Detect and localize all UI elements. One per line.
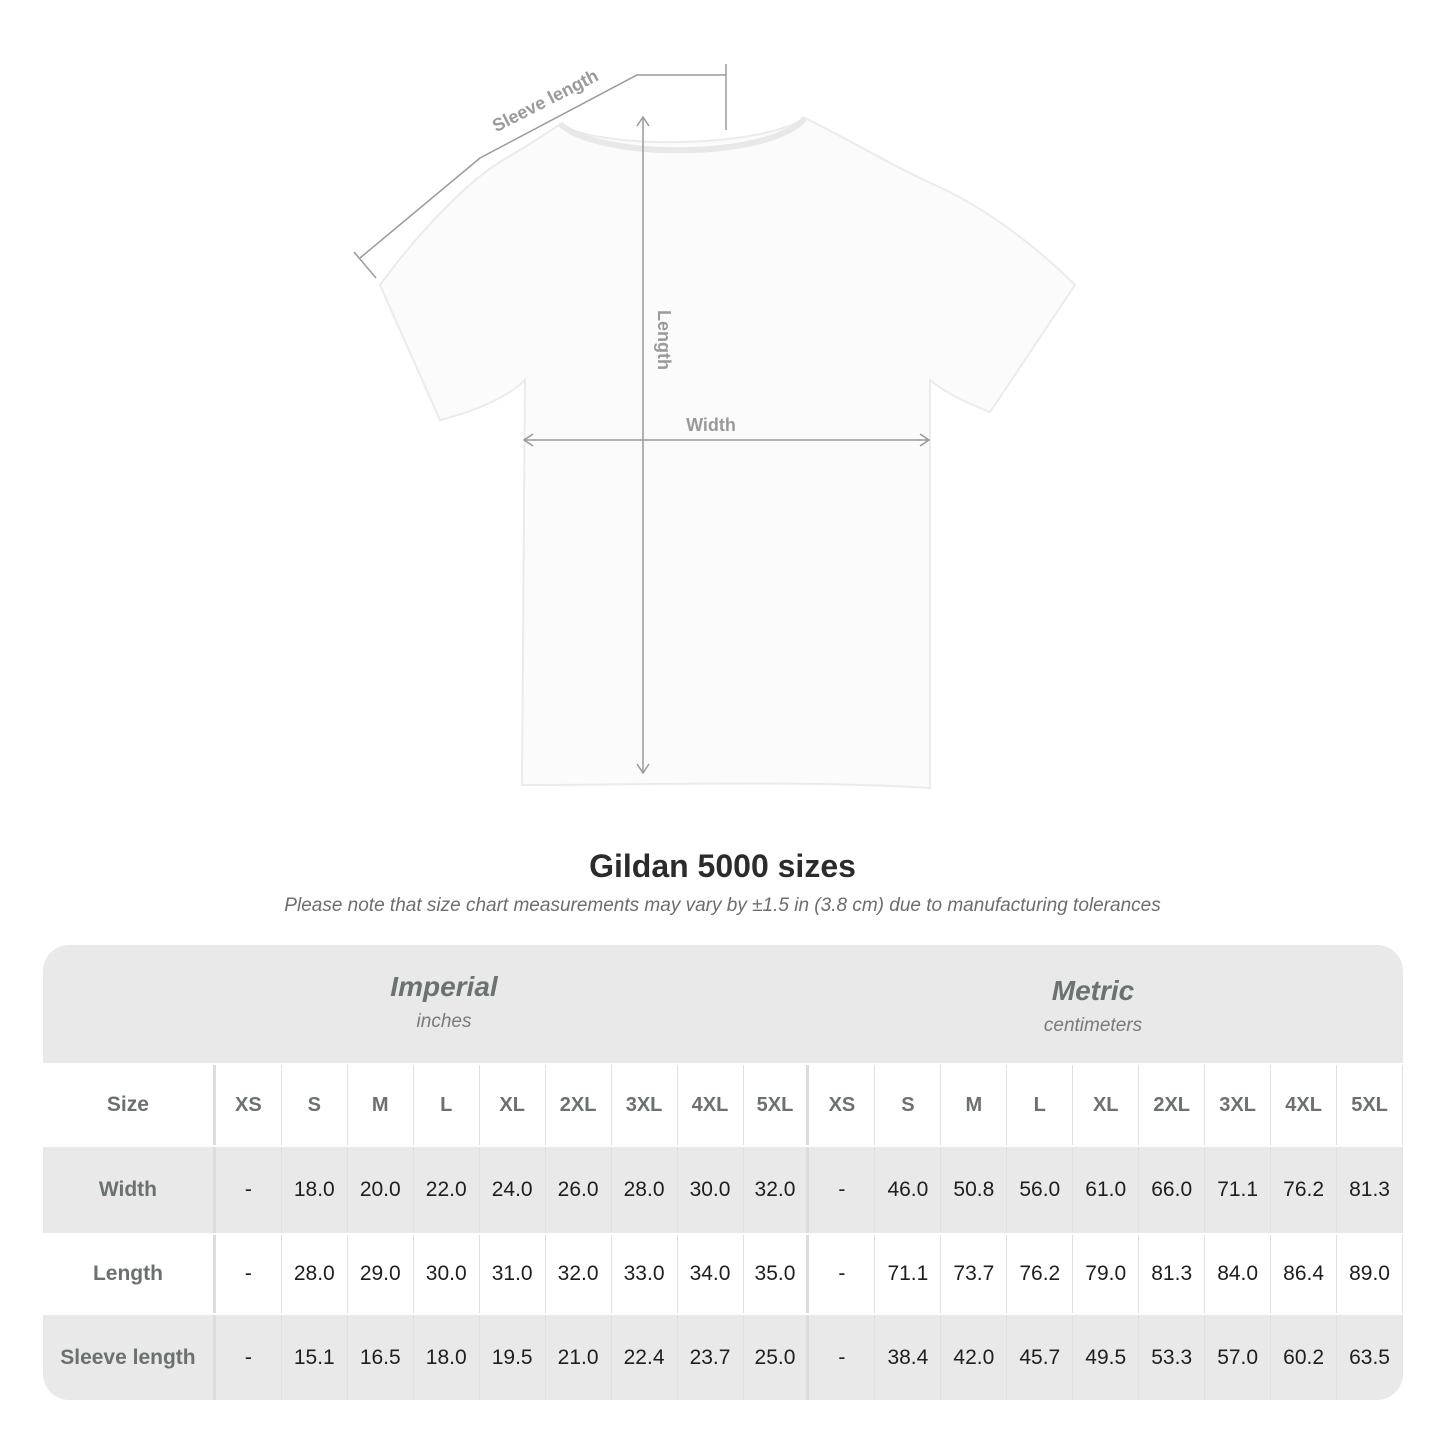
metric-size-5xl: 5XL — [1337, 1065, 1403, 1145]
metric-value-cell: - — [809, 1147, 876, 1233]
imperial-value-cell: 30.0 — [678, 1147, 744, 1233]
metric-value-cell: 57.0 — [1205, 1315, 1272, 1400]
chart-title: Gildan 5000 sizes — [589, 848, 856, 884]
imperial-size-s: S — [282, 1065, 348, 1145]
metric-size-xl: XL — [1073, 1065, 1140, 1145]
metric-value-cell: 71.1 — [875, 1235, 942, 1313]
collar — [557, 115, 808, 154]
imperial-size-4xl: 4XL — [678, 1065, 744, 1145]
row-label: Length — [43, 1235, 216, 1313]
metric-header: Metric centimeters — [893, 975, 1293, 1037]
imperial-value-cell: 16.5 — [348, 1315, 414, 1400]
imperial-size-3xl: 3XL — [612, 1065, 678, 1145]
imperial-value-cell: 18.0 — [414, 1315, 480, 1400]
imperial-size-m: M — [348, 1065, 414, 1145]
tolerance-note: Please note that size chart measurements… — [284, 895, 1161, 916]
imperial-value-cell: 30.0 — [414, 1235, 480, 1313]
metric-title: Metric — [1051, 975, 1135, 1006]
metric-value-cell: 79.0 — [1073, 1235, 1140, 1313]
table-row: Width -18.0 20.0 22.0 24.0 26.0 28.0 30.0 32.0-4… — [43, 1147, 1403, 1233]
metric-value-cell: 50.8 — [941, 1147, 1008, 1233]
imperial-title: Imperial — [390, 971, 498, 1002]
metric-value-cell: 49.5 — [1073, 1315, 1140, 1400]
metric-value-cell: - — [809, 1235, 876, 1313]
size-table: Imperial inches Metric centimeters Size X… — [43, 945, 1403, 1400]
imperial-value-cell: 28.0 — [612, 1147, 678, 1233]
imperial-size-xs: XS — [216, 1065, 282, 1145]
metric-value-cell: 56.0 — [1007, 1147, 1074, 1233]
metric-value-cell: 63.5 — [1337, 1315, 1403, 1400]
width-label: Width — [686, 415, 736, 435]
metric-value-cell: 53.3 — [1139, 1315, 1206, 1400]
imperial-size-5xl: 5XL — [744, 1065, 810, 1145]
imperial-value-cell: - — [216, 1315, 282, 1400]
size-header-row: Size XS S M L XL 2XL 3XL 4XL 5XL XS S M L XL 2XL 3XL 4XL 5… — [43, 1065, 1403, 1145]
table-row: Sleeve length -15.1 16.5 18.0 19.5 21.0 22.4 23… — [43, 1315, 1403, 1400]
metric-value-cell: 81.3 — [1139, 1235, 1206, 1313]
table-row: Length -28.0 29.0 30.0 31.0 32.0 33.0 34.0 35.0-… — [43, 1235, 1403, 1313]
metric-value-cell: 86.4 — [1271, 1235, 1338, 1313]
metric-value-cell: 76.2 — [1271, 1147, 1338, 1233]
imperial-value-cell: 22.4 — [612, 1315, 678, 1400]
metric-value-cell: 76.2 — [1007, 1235, 1074, 1313]
metric-value-cell: 42.0 — [941, 1315, 1008, 1400]
imperial-value-cell: 19.5 — [480, 1315, 546, 1400]
metric-size-m: M — [941, 1065, 1008, 1145]
metric-value-cell: - — [809, 1315, 876, 1400]
imperial-value-cell: 35.0 — [744, 1235, 810, 1313]
imperial-value-cell: 24.0 — [480, 1147, 546, 1233]
imperial-value-cell: - — [216, 1147, 282, 1233]
size-header-label: Size — [43, 1065, 216, 1145]
imperial-value-cell: 33.0 — [612, 1235, 678, 1313]
metric-value-cell: 45.7 — [1007, 1315, 1074, 1400]
tshirt-measurement-diagram: Sleeve length Length Width — [353, 64, 1077, 790]
imperial-value-cell: 32.0 — [744, 1147, 810, 1233]
imperial-size-xl: XL — [480, 1065, 546, 1145]
imperial-unit: inches — [416, 1011, 472, 1032]
metric-value-cell: 81.3 — [1337, 1147, 1403, 1233]
metric-value-cell: 84.0 — [1205, 1235, 1272, 1313]
imperial-size-2xl: 2XL — [546, 1065, 612, 1145]
imperial-value-cell: 28.0 — [282, 1235, 348, 1313]
row-label: Width — [43, 1147, 216, 1233]
imperial-header: Imperial inches — [244, 971, 644, 1033]
tshirt-image — [378, 116, 1077, 790]
metric-unit: centimeters — [1043, 1015, 1143, 1036]
imperial-value-cell: 34.0 — [678, 1235, 744, 1313]
imperial-value-cell: 23.7 — [678, 1315, 744, 1400]
metric-value-cell: 60.2 — [1271, 1315, 1338, 1400]
sleeve-measure-line — [359, 74, 726, 259]
imperial-value-cell: 18.0 — [282, 1147, 348, 1233]
metric-value-cell: 66.0 — [1139, 1147, 1206, 1233]
metric-value-cell: 61.0 — [1073, 1147, 1140, 1233]
imperial-size-l: L — [414, 1065, 480, 1145]
metric-value-cell: 89.0 — [1337, 1235, 1403, 1313]
imperial-value-cell: 32.0 — [546, 1235, 612, 1313]
metric-size-s: S — [875, 1065, 942, 1145]
length-label: Length — [654, 310, 674, 370]
imperial-value-cell: 21.0 — [546, 1315, 612, 1400]
metric-size-4xl: 4XL — [1271, 1065, 1338, 1145]
unit-header-band: Imperial inches Metric centimeters — [43, 945, 1403, 1063]
imperial-value-cell: 15.1 — [282, 1315, 348, 1400]
sleeve-length-label: Sleeve length — [489, 65, 601, 136]
imperial-value-cell: 25.0 — [744, 1315, 810, 1400]
metric-value-cell: 71.1 — [1205, 1147, 1272, 1233]
metric-value-cell: 38.4 — [875, 1315, 942, 1400]
imperial-value-cell: 31.0 — [480, 1235, 546, 1313]
metric-size-l: L — [1007, 1065, 1074, 1145]
metric-value-cell: 46.0 — [875, 1147, 942, 1233]
imperial-value-cell: - — [216, 1235, 282, 1313]
imperial-value-cell: 20.0 — [348, 1147, 414, 1233]
metric-size-2xl: 2XL — [1139, 1065, 1206, 1145]
imperial-value-cell: 29.0 — [348, 1235, 414, 1313]
imperial-value-cell: 26.0 — [546, 1147, 612, 1233]
row-label: Sleeve length — [43, 1315, 216, 1400]
metric-size-3xl: 3XL — [1205, 1065, 1272, 1145]
metric-value-cell: 73.7 — [941, 1235, 1008, 1313]
metric-size-xs: XS — [809, 1065, 876, 1145]
imperial-value-cell: 22.0 — [414, 1147, 480, 1233]
